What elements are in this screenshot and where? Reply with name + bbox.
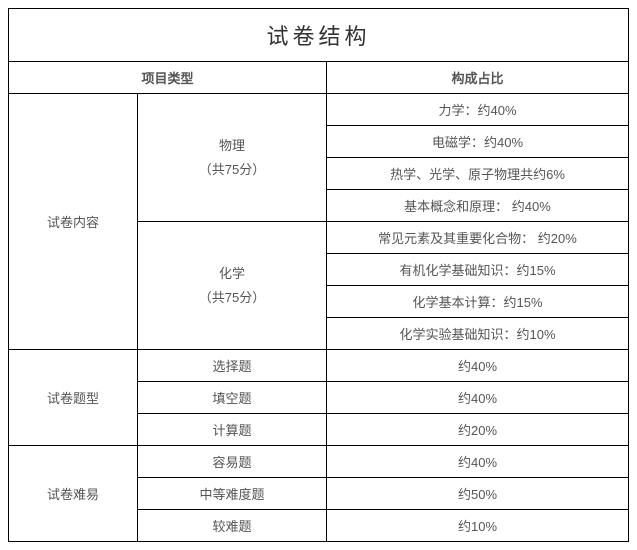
difficulty-row-0-name: 容易题 (138, 446, 327, 478)
section-content-label: 试卷内容 (9, 94, 138, 350)
type-row-1-name: 填空题 (138, 382, 327, 414)
subject-physics-score: （共75分） (199, 162, 265, 177)
type-row-2-value: 约20% (327, 414, 629, 446)
section-difficulty-label: 试卷难易 (9, 446, 138, 542)
subject-physics-name: 物理 (219, 138, 245, 153)
structure-table: 试卷结构 项目类型 构成占比 试卷内容 物理 （共75分） 力学：约40% 电磁… (8, 8, 629, 542)
physics-row-2: 热学、光学、原子物理共约6% (327, 158, 629, 190)
chemistry-row-3: 化学实验基础知识：约10% (327, 318, 629, 350)
section-type-label: 试卷题型 (9, 350, 138, 446)
header-ratio: 构成占比 (327, 62, 629, 94)
physics-row-3: 基本概念和原理： 约40% (327, 190, 629, 222)
subject-chemistry-name: 化学 (219, 266, 245, 281)
chemistry-row-0: 常见元素及其重要化合物： 约20% (327, 222, 629, 254)
subject-chemistry-score: （共75分） (199, 290, 265, 305)
physics-row-1: 电磁学：约40% (327, 126, 629, 158)
type-row-0-value: 约40% (327, 350, 629, 382)
difficulty-row-2-value: 约10% (327, 510, 629, 542)
difficulty-row-2-name: 较难题 (138, 510, 327, 542)
table-container: 试卷结构 项目类型 构成占比 试卷内容 物理 （共75分） 力学：约40% 电磁… (8, 8, 629, 542)
table-title: 试卷结构 (9, 9, 629, 62)
header-item-type: 项目类型 (9, 62, 327, 94)
type-row-1-value: 约40% (327, 382, 629, 414)
difficulty-row-1-name: 中等难度题 (138, 478, 327, 510)
physics-row-0: 力学：约40% (327, 94, 629, 126)
type-row-2-name: 计算题 (138, 414, 327, 446)
difficulty-row-0-value: 约40% (327, 446, 629, 478)
chemistry-row-2: 化学基本计算：约15% (327, 286, 629, 318)
subject-chemistry: 化学 （共75分） (138, 222, 327, 350)
chemistry-row-1: 有机化学基础知识：约15% (327, 254, 629, 286)
subject-physics: 物理 （共75分） (138, 94, 327, 222)
type-row-0-name: 选择题 (138, 350, 327, 382)
difficulty-row-1-value: 约50% (327, 478, 629, 510)
